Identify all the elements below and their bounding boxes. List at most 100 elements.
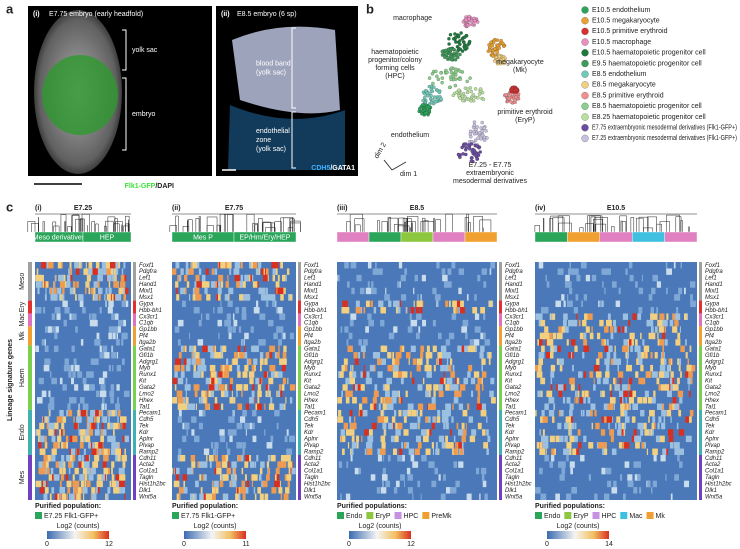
heatmap-texture — [229, 384, 233, 391]
heatmap-texture — [653, 422, 656, 430]
heatmap-texture — [53, 345, 59, 353]
cell-point — [504, 93, 508, 97]
heatmap-texture — [95, 487, 98, 494]
heatmap-texture — [373, 307, 377, 314]
heatmap-texture — [278, 339, 282, 346]
heatmap-texture — [364, 448, 367, 455]
heatmap-texture — [48, 422, 53, 430]
heatmap-texture — [210, 352, 217, 359]
heatmap-texture — [283, 493, 289, 500]
heatmap-texture — [349, 371, 353, 378]
heatmap-texture — [622, 326, 625, 333]
heatmap-texture — [538, 352, 545, 359]
heatmap-texture — [621, 409, 628, 417]
heatmap-texture — [541, 307, 548, 314]
heatmap-texture — [684, 480, 690, 488]
heatmap-texture — [177, 390, 183, 398]
heatmap-texture — [60, 294, 62, 301]
population-title: Purified population: — [172, 503, 238, 510]
heatmap-texture — [36, 397, 43, 404]
heatmap-texture — [115, 474, 121, 481]
cluster-label: haematopoietic — [371, 49, 419, 56]
heatmap-texture — [175, 262, 180, 269]
heatmap-texture — [87, 416, 94, 423]
heatmap-texture — [606, 345, 613, 353]
heatmap-texture — [565, 274, 570, 282]
heatmap-texture — [657, 339, 660, 346]
heatmap-texture — [35, 429, 38, 436]
heatmap-texture — [66, 442, 69, 449]
heatmap-texture — [470, 377, 476, 385]
heatmap-texture — [445, 384, 450, 391]
heatmap-texture — [101, 409, 104, 417]
cell-point — [453, 58, 458, 62]
heatmap-texture — [455, 307, 458, 314]
heatmap-texture — [180, 371, 185, 378]
heatmap-texture — [245, 403, 250, 410]
heatmap-texture — [40, 467, 46, 475]
heatmap-texture — [90, 493, 92, 500]
heatmap-texture — [237, 384, 243, 391]
heatmap-texture — [91, 467, 96, 475]
colorbar-tick: 0 — [545, 541, 549, 548]
gene-label: Wnt5a — [505, 494, 523, 500]
heatmap-texture — [537, 390, 542, 398]
heatmap-texture — [120, 281, 126, 288]
heatmap-texture — [397, 454, 403, 462]
header-segment — [632, 231, 665, 243]
heatmap-texture — [105, 300, 107, 308]
heatmap-texture — [354, 416, 356, 423]
heatmap-texture — [218, 287, 222, 295]
heatmap-texture — [245, 487, 249, 494]
cell-point — [473, 138, 478, 143]
heatmap-texture — [434, 467, 439, 475]
heatmap-texture — [225, 358, 229, 365]
heatmap-texture — [544, 326, 549, 333]
heatmap-texture — [245, 429, 247, 436]
gene-label: Gfi1b — [304, 353, 319, 359]
heatmap-texture — [653, 454, 657, 462]
heatmap-texture — [433, 390, 436, 398]
heatmap-texture — [678, 429, 685, 436]
group-bar — [28, 454, 32, 500]
heatmap-texture — [398, 429, 401, 436]
heatmap-texture — [372, 268, 379, 275]
heatmap-texture — [220, 345, 225, 353]
heatmap-texture — [409, 313, 412, 320]
heatmap-texture — [73, 474, 75, 481]
heatmap-texture — [483, 281, 487, 288]
heatmap-texture — [347, 281, 350, 288]
heatmap-texture — [51, 454, 56, 462]
cell-point — [492, 40, 496, 45]
heatmap-texture — [66, 409, 69, 417]
heatmap-texture — [690, 300, 696, 308]
heatmap-texture — [607, 313, 611, 320]
heatmap-texture — [539, 429, 541, 436]
heatmap-texture — [413, 300, 415, 308]
heatmap-label: (iii) — [337, 205, 348, 212]
heatmap-texture — [73, 487, 78, 494]
image-title: E8.5 embryo (6 sp) — [237, 11, 297, 18]
heatmap-texture — [619, 390, 624, 398]
heatmap-texture — [604, 493, 610, 500]
gene-label: Myb — [139, 366, 151, 372]
heatmap-texture — [374, 397, 377, 404]
heatmap-texture — [474, 326, 481, 333]
cluster-label: endothelium — [391, 132, 429, 139]
gene-label: Gfi1b — [139, 353, 154, 359]
heatmap-texture — [646, 448, 649, 455]
heatmap-texture — [401, 345, 405, 353]
heatmap-texture — [405, 409, 412, 417]
heatmap-texture — [546, 281, 550, 288]
heatmap-texture — [414, 319, 418, 327]
heatmap-texture — [481, 371, 487, 378]
cell-point — [484, 129, 488, 133]
heatmap-texture — [65, 364, 72, 372]
heatmap-texture — [265, 352, 270, 359]
gene-label: Plvap — [304, 443, 320, 449]
heatmap-texture — [111, 345, 113, 353]
heatmap-texture — [111, 326, 118, 333]
heatmap-texture — [50, 326, 56, 333]
heatmap-texture — [191, 493, 197, 500]
heatmap-texture — [274, 474, 277, 481]
